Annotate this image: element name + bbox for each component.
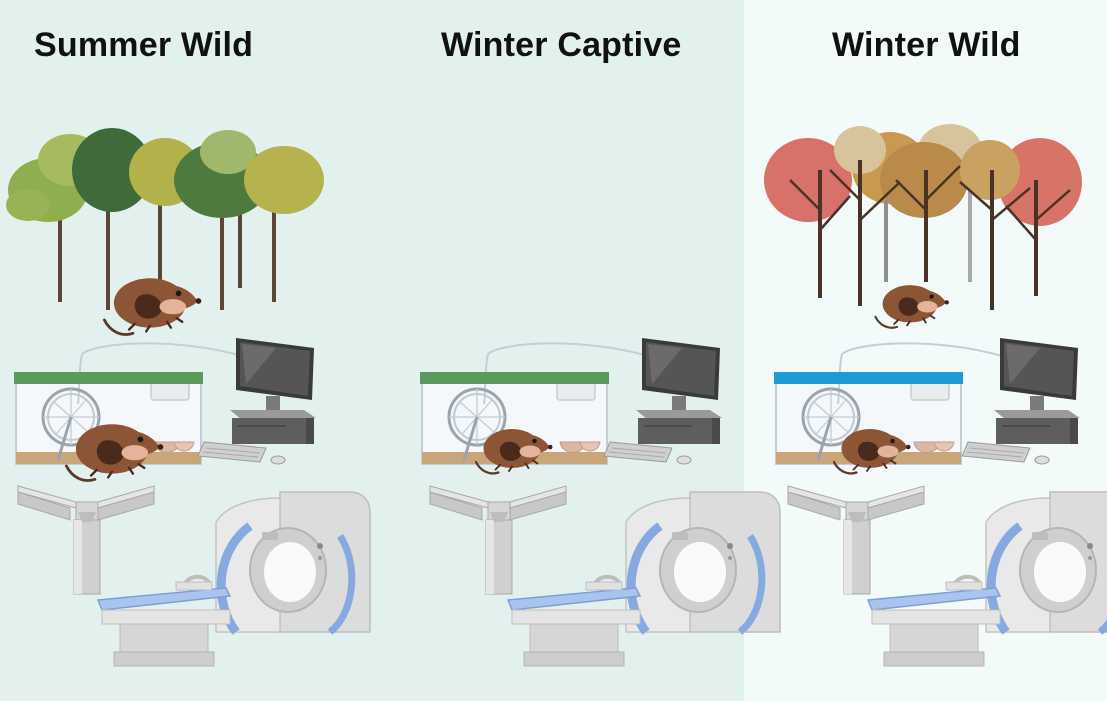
mri-scanner-icon xyxy=(508,492,780,666)
computer-icon xyxy=(961,337,1081,465)
cage-icon xyxy=(14,341,244,466)
cage-icon xyxy=(420,341,650,466)
y-maze-icon xyxy=(429,485,567,595)
mri-scanner-icon xyxy=(868,492,1107,666)
y-maze-icon xyxy=(17,485,155,595)
computer-icon xyxy=(197,337,317,465)
panel-title-winter-wild: Winter Wild xyxy=(832,26,1021,64)
winter-forest xyxy=(764,124,1082,329)
y-maze-icon xyxy=(787,485,925,595)
mri-scanner-icon xyxy=(98,492,370,666)
tree-icon xyxy=(789,160,1071,310)
cage-icon xyxy=(774,341,1004,466)
panel-title-summer-wild: Summer Wild xyxy=(34,26,254,64)
summer-forest xyxy=(6,128,324,336)
shrew-icon xyxy=(102,276,203,336)
computer-icon xyxy=(603,337,723,465)
panel-title-winter-captive: Winter Captive xyxy=(441,26,682,64)
tree-icon xyxy=(6,128,324,222)
shrew-icon xyxy=(874,284,950,329)
